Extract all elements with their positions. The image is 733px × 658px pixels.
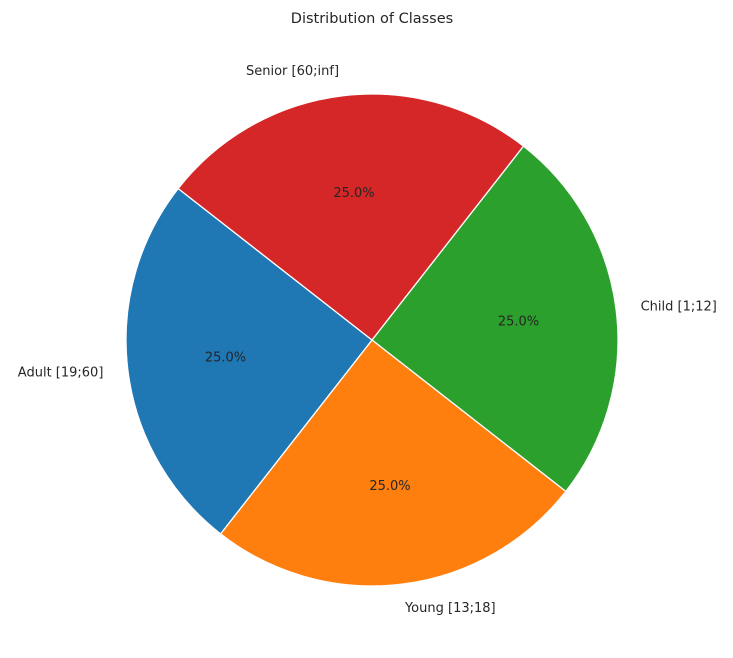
pie-slice-senior-60-inf <box>177 93 525 341</box>
pie-slices <box>125 93 619 587</box>
pie-label-senior-60-inf: Senior [60;inf] <box>246 64 339 79</box>
pie-percent-senior-60-inf: 25.0% <box>333 186 374 201</box>
pie-percent-adult-19-60: 25.0% <box>205 350 246 365</box>
pie-label-child-1-12: Child [1;12] <box>641 300 717 315</box>
pie-label-adult-19-60: Adult [19;60] <box>18 365 104 380</box>
pie-percent-labels: 25.0% 25.0% 25.0% 25.0% <box>205 186 539 494</box>
pie-slice-adult-19-60 <box>125 187 373 535</box>
pie-percent-child-1-12: 25.0% <box>498 315 539 330</box>
pie-slice-young-13-18 <box>219 339 567 587</box>
pie-labels: Child [1;12] Young [13;18] Adult [19;60] Se… <box>18 64 717 616</box>
chart-title: Distribution of Classes <box>291 11 453 27</box>
pie-slice-child-1-12 <box>371 145 619 493</box>
pie-label-young-13-18: Young [13;18] <box>404 601 496 616</box>
pie-percent-young-13-18: 25.0% <box>369 479 410 494</box>
